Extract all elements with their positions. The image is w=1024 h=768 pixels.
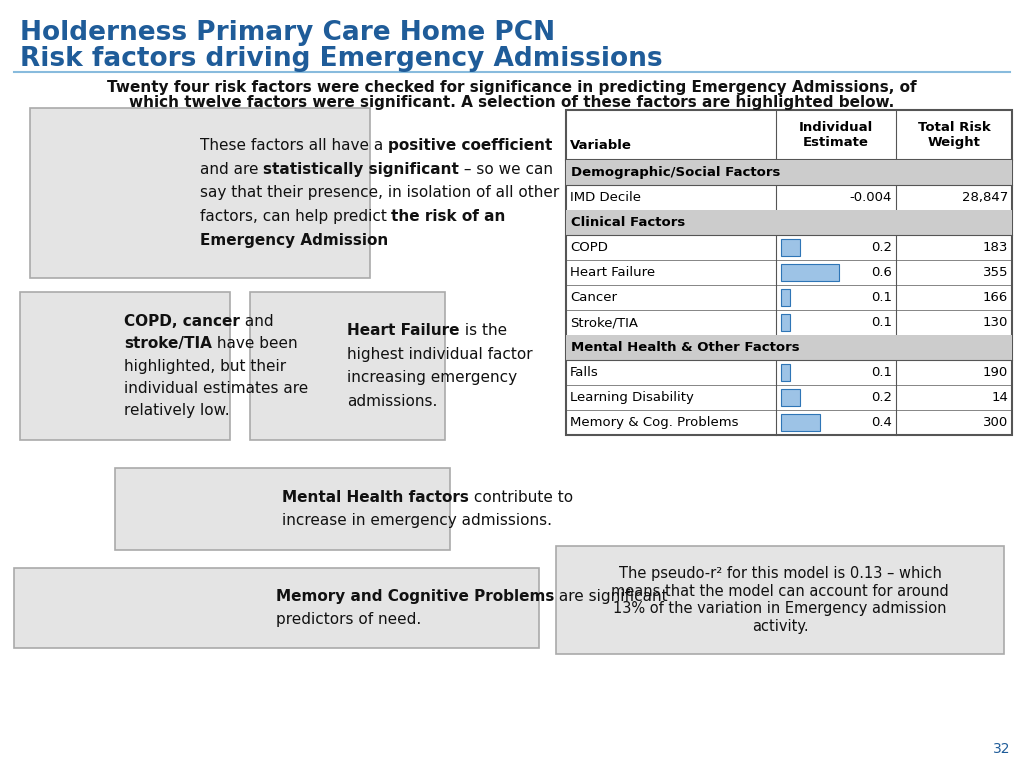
Text: 0.1: 0.1 [871,291,892,304]
Text: predictors of need.: predictors of need. [276,612,421,627]
FancyBboxPatch shape [556,546,1004,654]
Text: 0.2: 0.2 [871,241,892,254]
Text: 166: 166 [983,291,1008,304]
Text: Memory & Cog. Problems: Memory & Cog. Problems [570,416,738,429]
FancyBboxPatch shape [30,108,370,278]
Text: 190: 190 [983,366,1008,379]
Text: say that their presence, in isolation of all other: say that their presence, in isolation of… [200,186,559,200]
Text: 14: 14 [991,391,1008,404]
FancyBboxPatch shape [566,210,1012,235]
Text: Mental Health & Other Factors: Mental Health & Other Factors [571,341,800,354]
Text: Heart Failure: Heart Failure [347,323,460,338]
Text: 0.1: 0.1 [871,316,892,329]
Text: The pseudo-r² for this model is 0.13 – which
means that the model can account fo: The pseudo-r² for this model is 0.13 – w… [611,567,949,634]
Text: Falls: Falls [570,366,599,379]
Text: increasing emergency: increasing emergency [347,370,517,386]
Text: 0.1: 0.1 [871,366,892,379]
Text: statistically significant: statistically significant [263,162,459,177]
FancyBboxPatch shape [566,160,1012,185]
FancyBboxPatch shape [781,314,790,331]
Text: Stroke/TIA: Stroke/TIA [570,316,638,329]
Text: Mental Health factors: Mental Health factors [282,490,469,505]
Text: increase in emergency admissions.: increase in emergency admissions. [282,513,552,528]
Text: Holderness Primary Care Home PCN: Holderness Primary Care Home PCN [20,20,555,46]
Text: COPD, cancer: COPD, cancer [125,314,241,329]
FancyBboxPatch shape [115,468,450,550]
Text: Variable: Variable [570,139,632,152]
FancyBboxPatch shape [566,335,1012,360]
Text: Emergency Admission: Emergency Admission [200,233,388,248]
Text: 28,847: 28,847 [962,191,1008,204]
Text: highlighted, but their: highlighted, but their [125,359,287,373]
Text: – so we can: – so we can [459,162,553,177]
Text: 32: 32 [992,742,1010,756]
FancyBboxPatch shape [566,110,1012,435]
Text: contribute to: contribute to [469,490,573,505]
Text: Cancer: Cancer [570,291,617,304]
FancyBboxPatch shape [781,364,790,381]
FancyBboxPatch shape [781,239,800,256]
Text: Demographic/Social Factors: Demographic/Social Factors [571,166,780,179]
Text: 183: 183 [983,241,1008,254]
Text: 130: 130 [983,316,1008,329]
Text: and: and [241,314,274,329]
Text: Memory and Cognitive Problems: Memory and Cognitive Problems [276,588,554,604]
Text: Learning Disability: Learning Disability [570,391,694,404]
FancyBboxPatch shape [20,292,230,440]
Text: the risk of an: the risk of an [391,209,506,224]
Text: 355: 355 [982,266,1008,279]
Text: have been: have been [212,336,298,351]
FancyBboxPatch shape [14,568,539,648]
Text: -0.004: -0.004 [850,191,892,204]
Text: 0.2: 0.2 [871,391,892,404]
Text: 0.4: 0.4 [871,416,892,429]
Text: relatively low.: relatively low. [125,402,230,418]
Text: These factors all have a: These factors all have a [200,138,388,153]
Text: and are: and are [200,162,263,177]
Text: IMD Decile: IMD Decile [570,191,641,204]
Text: Twenty four risk factors were checked for significance in predicting Emergency A: Twenty four risk factors were checked fo… [108,80,916,95]
Text: 300: 300 [983,416,1008,429]
Text: individual estimates are: individual estimates are [125,381,309,396]
Text: which twelve factors were significant. A selection of these factors are highligh: which twelve factors were significant. A… [129,95,895,110]
Text: COPD: COPD [570,241,608,254]
Text: Heart Failure: Heart Failure [570,266,655,279]
Text: positive coefficient: positive coefficient [388,138,552,153]
FancyBboxPatch shape [781,264,839,281]
Text: are significant: are significant [554,588,668,604]
Text: is the: is the [460,323,507,338]
FancyBboxPatch shape [781,289,790,306]
FancyBboxPatch shape [781,414,819,431]
Text: admissions.: admissions. [347,394,437,409]
Text: 0.6: 0.6 [871,266,892,279]
Text: factors, can help predict: factors, can help predict [200,209,391,224]
Text: Total Risk
Weight: Total Risk Weight [918,121,990,149]
Text: Risk factors driving Emergency Admissions: Risk factors driving Emergency Admission… [20,46,663,72]
FancyBboxPatch shape [781,389,800,406]
Text: highest individual factor: highest individual factor [347,346,532,362]
Text: Individual
Estimate: Individual Estimate [799,121,873,149]
Text: Clinical Factors: Clinical Factors [571,216,685,229]
FancyBboxPatch shape [250,292,445,440]
Text: stroke/TIA: stroke/TIA [125,336,212,351]
